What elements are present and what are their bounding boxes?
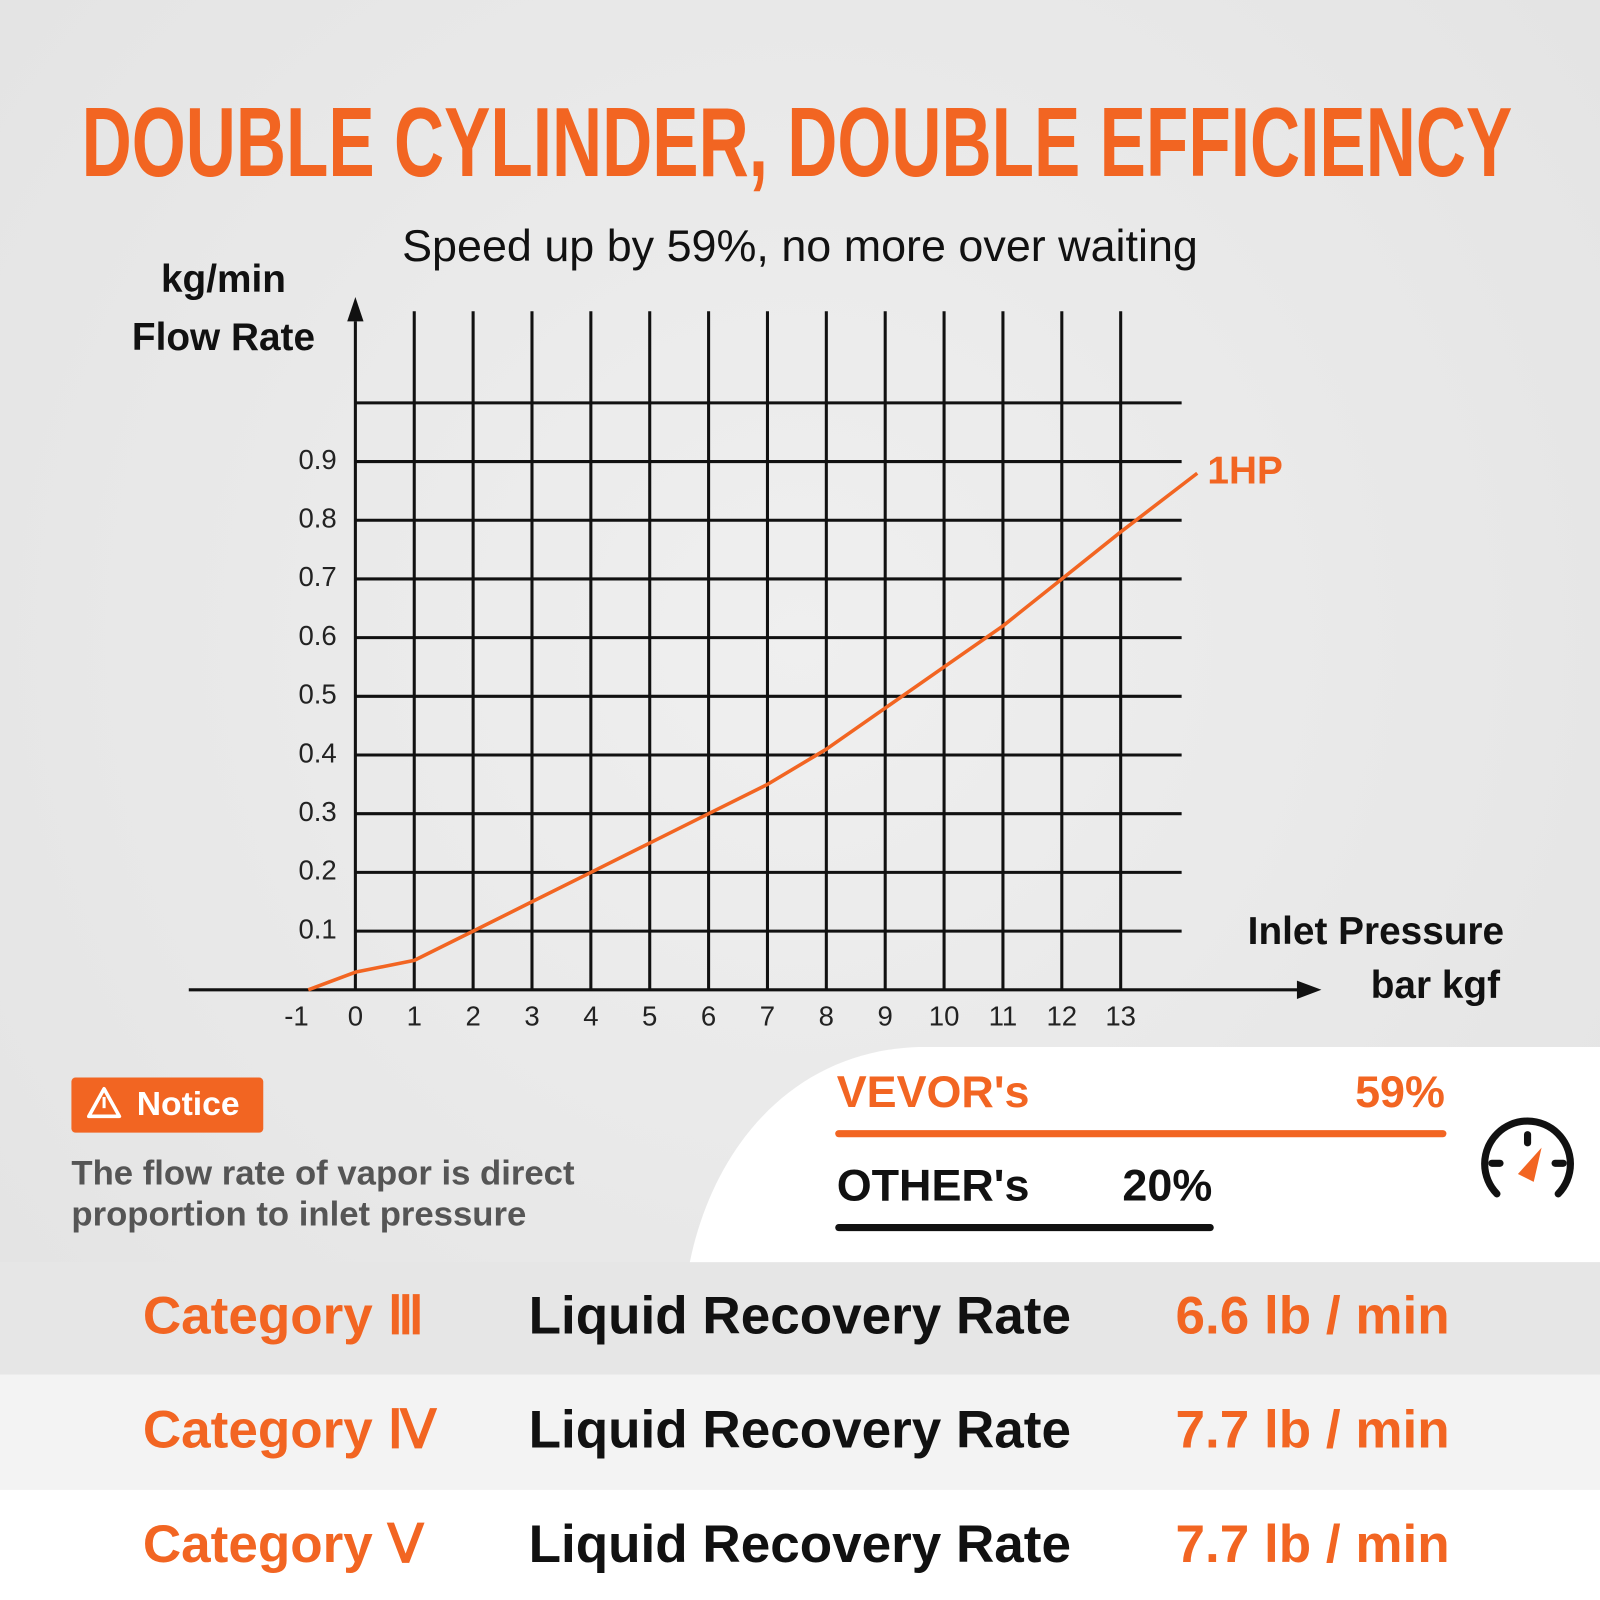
x-tick-label: 12 xyxy=(1046,1001,1077,1032)
x-tick-label: 7 xyxy=(760,1001,775,1032)
y-tick-label: 0.2 xyxy=(298,855,336,886)
row-bg xyxy=(0,1489,1600,1600)
comparison-panel xyxy=(689,1046,1600,1263)
x-axis-label: Inlet Pressure xyxy=(1248,910,1504,953)
notice-text: proportion to inlet pressure xyxy=(71,1195,526,1233)
table-cell: Category Ⅳ xyxy=(143,1401,438,1460)
x-tick-label: 6 xyxy=(701,1001,716,1032)
x-axis-unit: bar kgf xyxy=(1371,964,1500,1007)
x-tick-label: 9 xyxy=(878,1001,893,1032)
row-bg xyxy=(0,1262,1600,1375)
notice-badge xyxy=(71,1077,264,1133)
table-cell: Category Ⅲ xyxy=(143,1286,424,1345)
table-cell: Category Ⅴ xyxy=(143,1515,426,1574)
y-tick-label: 0.8 xyxy=(298,503,336,534)
y-tick-label: 0.5 xyxy=(298,679,336,710)
x-tick-label: 2 xyxy=(465,1001,480,1032)
table-cell: Liquid Recovery Rate xyxy=(529,1286,1071,1345)
y-tick-label: 0.7 xyxy=(298,561,336,592)
table-cell: 6.6 lb / min xyxy=(1176,1286,1450,1345)
x-axis-arrow xyxy=(1296,980,1322,999)
table-cell: 7.7 lb / min xyxy=(1176,1515,1450,1574)
notice-label: Notice xyxy=(137,1086,240,1123)
x-tick-label: 8 xyxy=(819,1001,834,1032)
comparison-value: 59% xyxy=(1355,1066,1445,1117)
x-tick-label: 1 xyxy=(407,1001,422,1032)
y-tick-label: 0.9 xyxy=(298,444,336,475)
y-tick-label: 0.3 xyxy=(298,796,336,827)
table-cell: Liquid Recovery Rate xyxy=(529,1401,1071,1460)
x-tick-label: 5 xyxy=(642,1001,657,1032)
table-cell: Liquid Recovery Rate xyxy=(529,1515,1071,1574)
speedometer-icon xyxy=(1481,1117,1574,1198)
table-cell: 7.7 lb / min xyxy=(1176,1401,1450,1460)
warning-icon xyxy=(86,1086,122,1119)
y-axis-label: Flow Rate xyxy=(132,316,315,359)
y-axis-unit: kg/min xyxy=(161,258,286,301)
chart-title: DOUBLE CYLINDER, DOUBLE EFFICIENCY xyxy=(82,87,1513,197)
notice-text: The flow rate of vapor is direct xyxy=(71,1155,575,1193)
x-tick-label: 4 xyxy=(583,1001,598,1032)
series-line xyxy=(307,471,1199,992)
x-tick-label: 0 xyxy=(348,1001,363,1032)
series-label: 1HP xyxy=(1207,450,1282,493)
comparison-name: OTHER's xyxy=(837,1160,1030,1211)
x-tick-label: -1 xyxy=(284,1001,309,1032)
comparison-value: 20% xyxy=(1122,1160,1212,1211)
x-tick-label: 3 xyxy=(524,1001,539,1032)
y-axis-arrow xyxy=(347,296,364,322)
comparison-name: VEVOR's xyxy=(837,1066,1030,1117)
y-tick-label: 0.6 xyxy=(298,620,336,651)
row-bg xyxy=(0,1374,1600,1490)
x-tick-label: 10 xyxy=(929,1001,960,1032)
y-tick-label: 0.1 xyxy=(298,913,336,944)
x-tick-label: 13 xyxy=(1105,1001,1136,1032)
chart-subtitle: Speed up by 59%, no more over waiting xyxy=(402,220,1198,271)
x-tick-label: 11 xyxy=(989,1001,1018,1032)
y-tick-label: 0.4 xyxy=(298,737,336,768)
